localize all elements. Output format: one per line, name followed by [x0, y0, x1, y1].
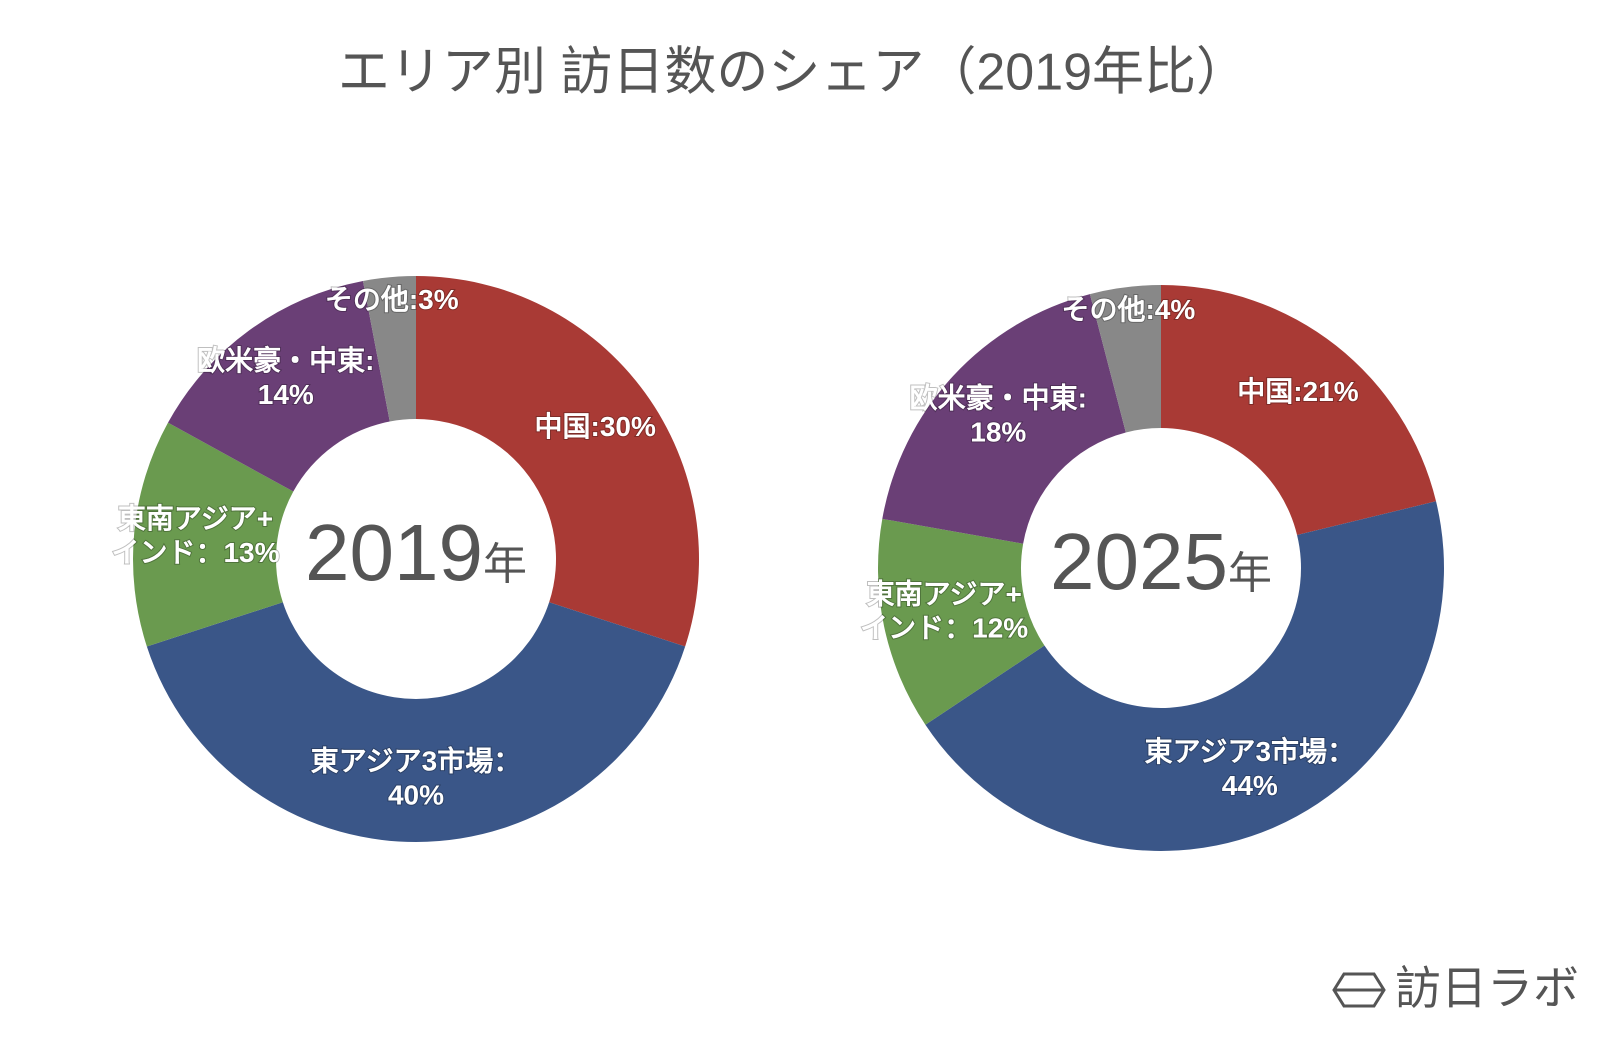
data-label: 欧米豪・中東: 18%: [910, 383, 1087, 448]
data-label-line: 14%: [258, 379, 314, 410]
data-label-line: 東アジア3市場：: [311, 745, 521, 777]
data-label-line: 40%: [388, 780, 444, 811]
donut-slice: [416, 276, 699, 647]
center-year: 2019: [305, 508, 483, 597]
data-label-line: インド：12%: [860, 613, 1028, 644]
center-label: 2025年: [1050, 517, 1272, 606]
donut-slice: [882, 294, 1126, 544]
donut-slice: [133, 422, 294, 647]
data-label-line: 18%: [970, 417, 1026, 448]
data-label-line: その他:4%: [1061, 294, 1195, 325]
logo-icon: [1332, 972, 1386, 1008]
data-label: 東アジア3市場： 44%: [1145, 735, 1355, 801]
donut-slice: [146, 602, 686, 842]
data-label-line: 44%: [1222, 770, 1278, 801]
donut-slice: [362, 276, 416, 422]
data-label-line: 欧米豪・中東:: [910, 383, 1087, 414]
data-label-line: 東南アジア+: [118, 504, 273, 535]
data-label: 東アジア3市場： 40%: [311, 745, 521, 811]
donut-slice: [168, 281, 390, 492]
logo: 訪日ラボ: [1332, 962, 1579, 1014]
center-label: 2019年: [305, 508, 527, 597]
data-label: 欧米豪・中東: 14%: [197, 345, 374, 410]
data-label-line: その他:3%: [325, 285, 459, 316]
watermark: 訪日ラボ: [1395, 962, 1579, 1014]
data-label: その他:4%: [1061, 294, 1195, 325]
center-unit: 年: [483, 540, 527, 589]
data-label-line: 東アジア3市場：: [1145, 735, 1355, 767]
center-year: 2025: [1050, 517, 1228, 606]
data-label-line: 中国:30%: [535, 411, 656, 442]
data-label: 東南アジア+インド：13%: [111, 504, 279, 569]
data-label: 東南アジア+インド：12%: [860, 579, 1028, 644]
data-label-line: 中国:21%: [1237, 376, 1358, 407]
donut-slice: [1089, 285, 1161, 433]
donut-slice: [925, 501, 1444, 851]
data-label: 中国:21%: [1237, 376, 1358, 407]
donut-slice: [878, 518, 1045, 725]
data-label: その他:3%: [325, 285, 459, 316]
chart-title: エリア別 訪日数のシェア（2019年比）: [338, 44, 1248, 102]
data-label-line: 東南アジア+: [867, 579, 1022, 610]
data-label-line: 欧米豪・中東:: [197, 345, 374, 376]
donut-slice: [1161, 285, 1437, 535]
data-label-line: インド：13%: [111, 538, 279, 569]
center-unit: 年: [1228, 549, 1272, 598]
data-label: 中国:30%: [535, 411, 656, 442]
